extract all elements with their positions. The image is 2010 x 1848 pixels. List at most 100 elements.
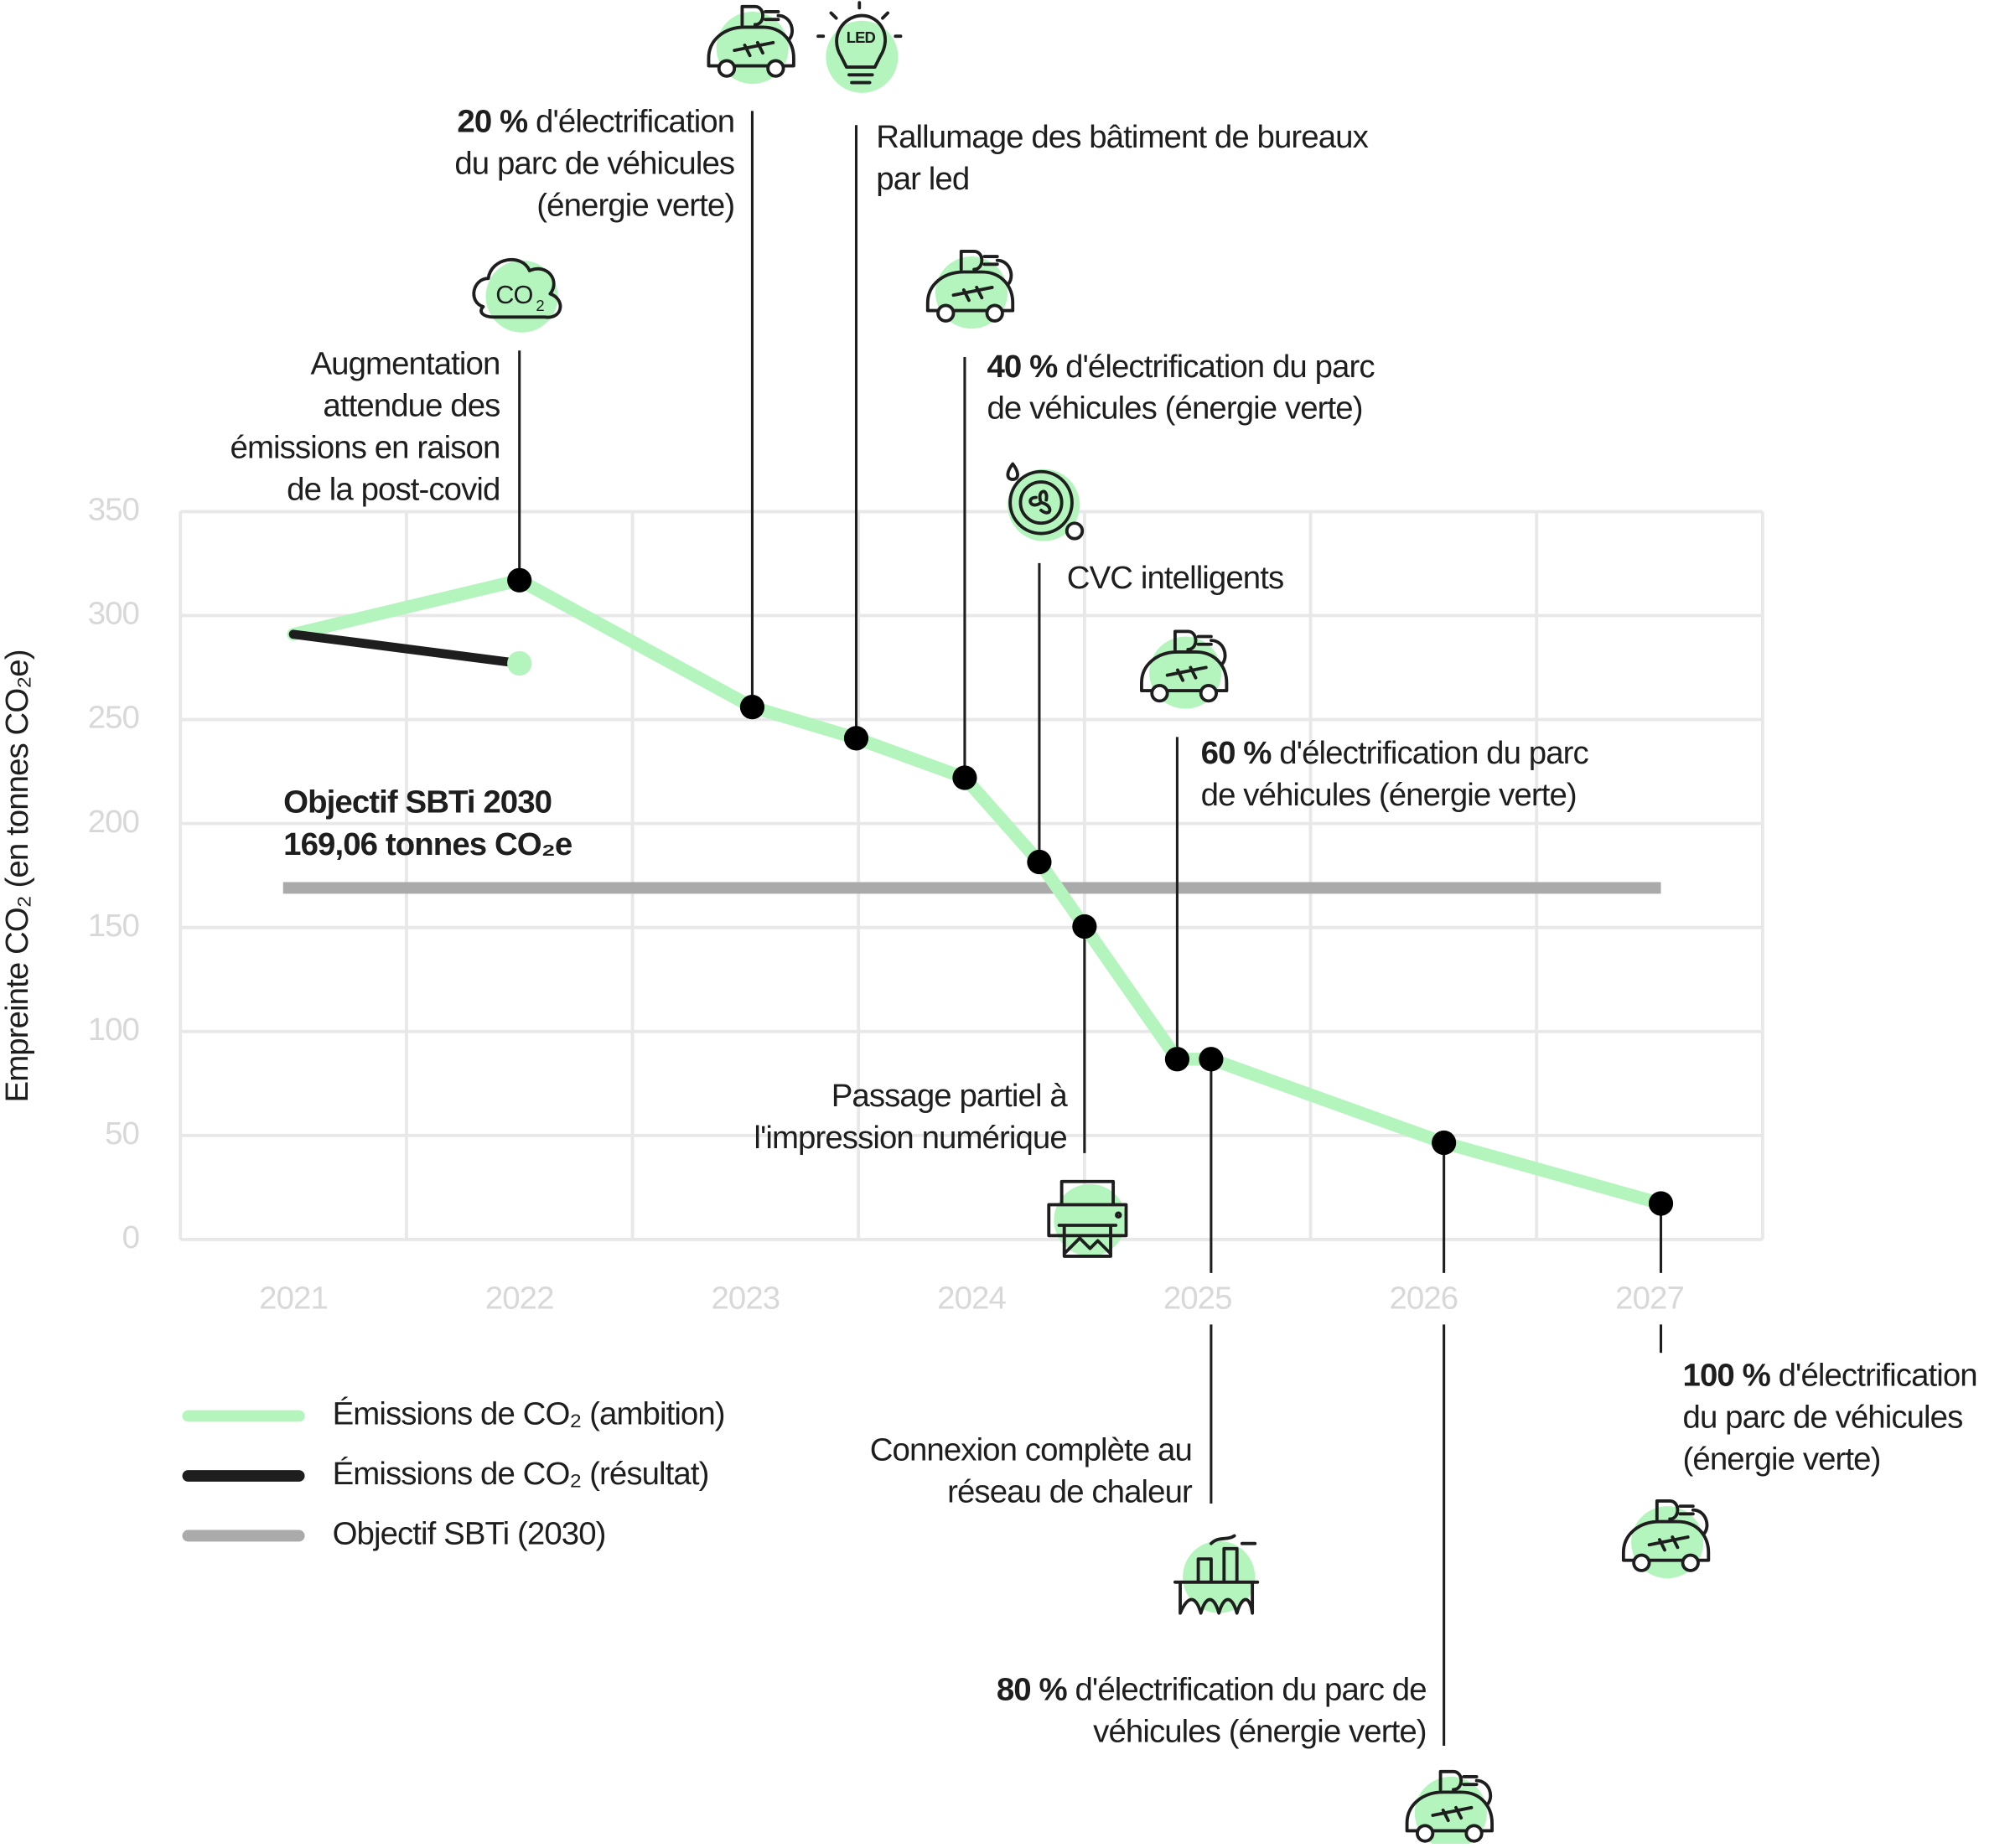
icon-stroke <box>1173 1534 1260 1615</box>
point-marker <box>1432 1130 1457 1156</box>
annotation-line: d'électrification du parc <box>1057 349 1375 385</box>
icon-stroke <box>985 303 1004 323</box>
icon-car <box>1621 1499 1711 1579</box>
annotation-text: de véhicules (énergie verte) <box>1201 777 1577 813</box>
annotation-text: du parc de véhicules <box>1683 1400 1963 1436</box>
annotation-text: par led <box>876 161 969 197</box>
x-tick-label: 2022 <box>485 1280 554 1316</box>
legend-label: Émissions de CO₂ (résultat) <box>333 1456 709 1492</box>
icon-stroke <box>1415 1824 1435 1843</box>
result-marker <box>507 650 532 676</box>
annotation-text: attendue des <box>323 388 500 424</box>
annotation-text: de la post-covid <box>287 472 500 508</box>
annotation-line: d'électrification <box>1770 1358 1977 1394</box>
point-marker <box>1072 914 1097 940</box>
annotation-line: (énergie verte) <box>536 188 734 224</box>
icon-co2: CO 2 <box>472 257 562 333</box>
icon-stroke <box>1165 665 1208 682</box>
y-tick-label: 350 <box>88 492 139 528</box>
annotation-line: du parc de véhicules <box>454 146 734 182</box>
annotation-text: (énergie verte) <box>1683 1441 1881 1477</box>
annotation-text: Rallumage des bâtiment de bureaux <box>876 119 1368 155</box>
x-tick-label: 2023 <box>711 1280 780 1316</box>
target-label: Objectif SBTi 2030 <box>283 784 552 820</box>
y-tick-label: 200 <box>88 804 139 840</box>
annotation-line: de la post-covid <box>287 472 500 508</box>
point-marker <box>843 726 869 751</box>
y-tick-label: 0 <box>122 1219 139 1255</box>
point-marker <box>739 695 765 720</box>
y-axis-label: Empreinte CO₂ (en tonnes CO₂e) <box>0 650 35 1102</box>
icon-stroke <box>1028 489 1052 515</box>
icon-stroke <box>959 249 1013 287</box>
annotation-line: de véhicules (énergie verte) <box>1201 777 1577 813</box>
target-label: 169,06 tonnes CO₂e <box>283 826 572 862</box>
annotation-line: Rallumage des bâtiment de bureaux <box>876 119 1368 155</box>
icon-bg <box>485 260 558 333</box>
annotation-text: (énergie verte) <box>536 188 734 224</box>
icon-stroke <box>1621 1519 1711 1562</box>
series-line <box>288 629 525 668</box>
y-tick-label: 50 <box>105 1116 139 1152</box>
annotation-line: véhicules (énergie verte) <box>1093 1714 1426 1750</box>
icon-stroke <box>951 286 994 303</box>
icon-stroke <box>1018 480 1064 525</box>
annotation-line: émissions en raison <box>231 430 500 466</box>
annotation-line: de véhicules (énergie verte) <box>987 391 1362 427</box>
icon-bg <box>1183 1540 1256 1613</box>
icon-stroke <box>1006 462 1019 481</box>
icon-stroke <box>733 40 775 58</box>
y-tick-label: 100 <box>88 1012 139 1048</box>
icon-car <box>925 249 1015 329</box>
annotation-text: 20 % d'électrification <box>457 104 734 140</box>
annotation-text: 80 % d'électrification du parc de <box>997 1672 1427 1708</box>
x-tick-label: 2024 <box>937 1280 1006 1316</box>
annotation-line: CVC intelligents <box>1067 560 1283 596</box>
annotation-line: l'impression numérique <box>754 1120 1066 1156</box>
annotation-text: Connexion complète au <box>870 1432 1192 1468</box>
point-marker <box>1164 1047 1190 1072</box>
annotation-line: (énergie verte) <box>1683 1441 1881 1477</box>
icon-bg <box>1054 1183 1127 1256</box>
icon-text: 2 <box>536 297 544 314</box>
x-tick-label: 2026 <box>1389 1280 1458 1316</box>
icon-stroke <box>1647 1535 1690 1552</box>
legend-label: Émissions de CO₂ (ambition) <box>333 1396 725 1432</box>
annotation-bold: 40 % <box>987 349 1058 385</box>
annotation-text: véhicules (énergie verte) <box>1093 1714 1426 1750</box>
icon-stroke <box>740 4 794 42</box>
icon-stroke <box>925 270 1015 313</box>
y-tick-label: 250 <box>88 700 139 736</box>
icon-stroke <box>1464 1824 1484 1843</box>
icon-fan <box>1006 462 1085 541</box>
icon-heat <box>1173 1534 1260 1615</box>
icon-car <box>707 4 795 85</box>
annotation-bold: 20 % <box>457 104 528 140</box>
icon-bg <box>826 20 899 93</box>
annotation-text: de véhicules (énergie verte) <box>987 391 1362 427</box>
point-marker <box>1648 1191 1674 1216</box>
icon-stroke <box>1150 684 1169 703</box>
icon-text: CO <box>495 280 532 309</box>
annotation-line: Passage partiel à <box>831 1078 1069 1114</box>
icon-stroke <box>1405 1790 1494 1833</box>
annotation-text: CVC intelligents <box>1067 560 1283 596</box>
icon-stroke <box>766 59 785 78</box>
annotation-line: d'électrification du parc de <box>1067 1672 1427 1708</box>
icon-stroke <box>707 25 795 68</box>
x-tick-label: 2021 <box>259 1280 328 1316</box>
point-marker <box>1199 1047 1224 1072</box>
annotation-text: émissions en raison <box>231 430 500 466</box>
annotation-line: Connexion complète au <box>870 1432 1192 1468</box>
icon-car <box>1405 1769 1494 1848</box>
annotation-line: du parc de véhicules <box>1683 1400 1963 1436</box>
icon-stroke <box>472 257 562 319</box>
icon-stroke <box>1199 684 1219 703</box>
point-marker <box>1027 849 1052 875</box>
y-tick-label: 300 <box>88 596 139 632</box>
x-tick-label: 2025 <box>1163 1280 1232 1316</box>
icon-stroke <box>1115 1211 1122 1219</box>
icon-stroke <box>1681 1553 1700 1572</box>
